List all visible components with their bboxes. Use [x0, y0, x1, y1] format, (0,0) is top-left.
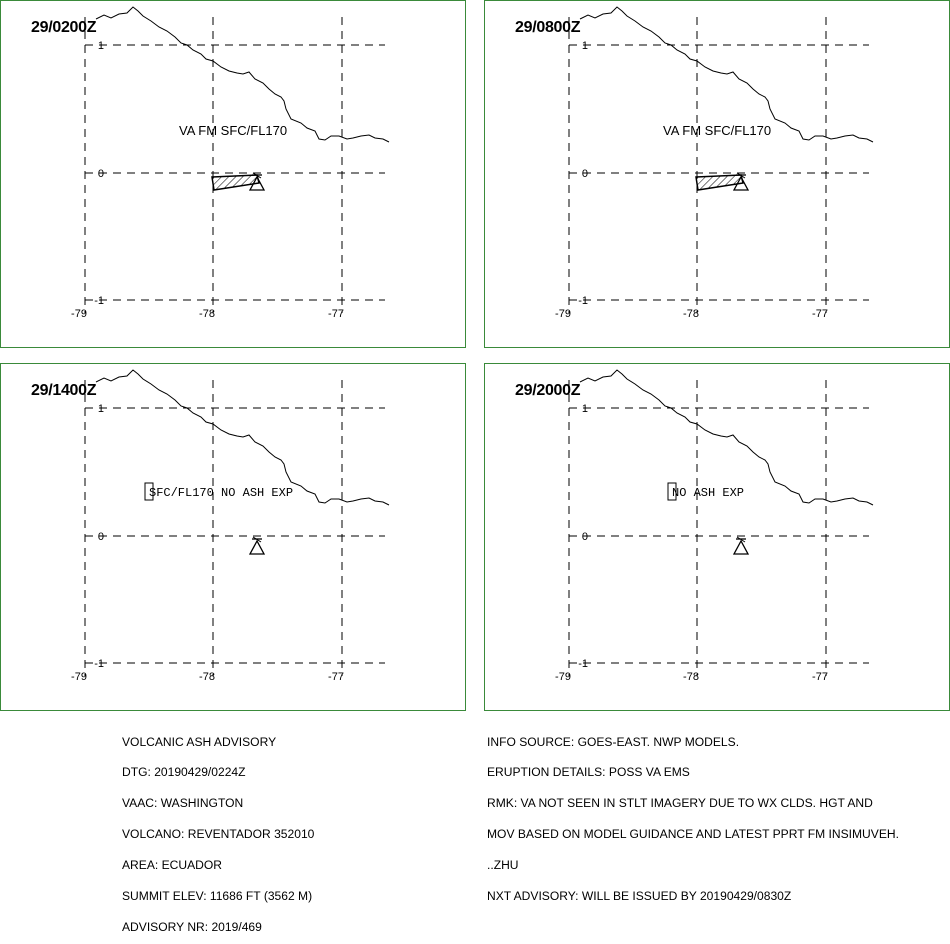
advisory-header-left: VOLCANIC ASH ADVISORY DTG: 20190429/0224…	[122, 717, 314, 944]
panel-time-label: 29/0200Z	[31, 19, 97, 36]
longitude-tick-label: -79	[71, 308, 87, 320]
longitude-tick-label: -78	[683, 671, 699, 683]
longitude-tick-label: -77	[328, 671, 344, 683]
advisory-line: AREA: ECUADOR	[122, 860, 222, 873]
latitude-tick-label: 1	[98, 403, 104, 415]
coastline	[95, 369, 390, 506]
ash-annotation: NO ASH EXP	[672, 486, 744, 500]
latitude-tick-label: 0	[98, 168, 104, 180]
longitude-tick-label: -77	[812, 671, 828, 683]
forecast-panel: 1 0 -1 -79 -78 -77 VA FM SFC/FL170 29/0800Z	[484, 0, 950, 348]
latitude-tick-label: -1	[578, 658, 588, 670]
map-canvas: 1 0 -1 -79 -78 -77 VA FM SFC/FL170	[71, 6, 390, 320]
advisory-line: INFO SOURCE: GOES-EAST. NWP MODELS.	[487, 736, 740, 749]
ash-annotation-box: NO ASH EXP	[667, 482, 744, 501]
latitude-tick-label: 0	[582, 168, 588, 180]
advisory-line: NXT ADVISORY: WILL BE ISSUED BY 20190429…	[487, 891, 792, 904]
advisory-line: DTG: 20190429/0224Z	[122, 767, 246, 780]
advisory-line: VOLCANIC ASH ADVISORY	[122, 736, 277, 749]
volcano-icon	[732, 172, 750, 191]
ash-cloud-polygon	[211, 174, 260, 191]
ash-annotation: VA FM SFC/FL170	[663, 123, 771, 138]
forecast-panel: 1 0 -1 -79 -78 -77 VA FM SFC/FL170 29/0200Z	[0, 0, 466, 348]
ash-annotation: SFC/FL170 NO ASH EXP	[149, 486, 293, 500]
longitude-tick-label: -77	[812, 308, 828, 320]
advisory-details-right: INFO SOURCE: GOES-EAST. NWP MODELS. ERUP…	[487, 717, 899, 913]
volcano-icon	[732, 536, 750, 555]
forecast-panel: 1 0 -1 -79 -78 -77 NO ASH EXP 29/2000Z	[484, 363, 950, 711]
longitude-tick-label: -78	[683, 308, 699, 320]
advisory-line: VOLCANO: REVENTADOR 352010	[122, 829, 315, 842]
longitude-tick-label: -79	[555, 308, 571, 320]
advisory-line: ..ZHU	[487, 860, 519, 873]
panel-time-label: 29/2000Z	[515, 382, 581, 399]
map-canvas: 1 0 -1 -79 -78 -77 NO ASH EXP	[555, 369, 874, 683]
map-canvas: 1 0 -1 -79 -78 -77 SFC/FL170 NO ASH EXP	[71, 369, 390, 683]
volcano-icon	[248, 172, 266, 191]
advisory-line: RMK: VA NOT SEEN IN STLT IMAGERY DUE TO …	[487, 798, 873, 811]
forecast-panel: 1 0 -1 -79 -78 -77 SFC/FL170 NO ASH EXP 29/1400…	[0, 363, 466, 711]
advisory-line: SUMMIT ELEV: 11686 FT (3562 M)	[122, 891, 313, 904]
volcano-icon	[248, 536, 266, 555]
longitude-tick-label: -79	[555, 671, 571, 683]
panel-time-label: 29/0800Z	[515, 19, 581, 36]
coastline	[579, 369, 874, 506]
ash-annotation: VA FM SFC/FL170	[179, 123, 287, 138]
latitude-tick-label: 1	[98, 40, 104, 52]
latitude-tick-label: 1	[582, 40, 588, 52]
latitude-tick-label: -1	[94, 295, 104, 307]
latitude-tick-label: -1	[578, 295, 588, 307]
advisory-line: ERUPTION DETAILS: POSS VA EMS	[487, 767, 690, 780]
ash-annotation-box: SFC/FL170 NO ASH EXP	[144, 482, 293, 501]
advisory-line: ADVISORY NR: 2019/469	[122, 921, 262, 934]
coastline	[95, 6, 390, 143]
ash-cloud-polygon	[695, 174, 744, 191]
latitude-tick-label: -1	[94, 658, 104, 670]
map-canvas: 1 0 -1 -79 -78 -77 VA FM SFC/FL170	[555, 6, 874, 320]
latitude-tick-label: 0	[582, 531, 588, 543]
latitude-tick-label: 0	[98, 531, 104, 543]
longitude-tick-label: -79	[71, 671, 87, 683]
longitude-tick-label: -77	[328, 308, 344, 320]
advisory-line: MOV BASED ON MODEL GUIDANCE AND LATEST P…	[487, 829, 899, 842]
longitude-tick-label: -78	[199, 671, 215, 683]
longitude-tick-label: -78	[199, 308, 215, 320]
coastline	[579, 6, 874, 143]
panel-time-label: 29/1400Z	[31, 382, 97, 399]
advisory-line: VAAC: WASHINGTON	[122, 798, 244, 811]
latitude-tick-label: 1	[582, 403, 588, 415]
